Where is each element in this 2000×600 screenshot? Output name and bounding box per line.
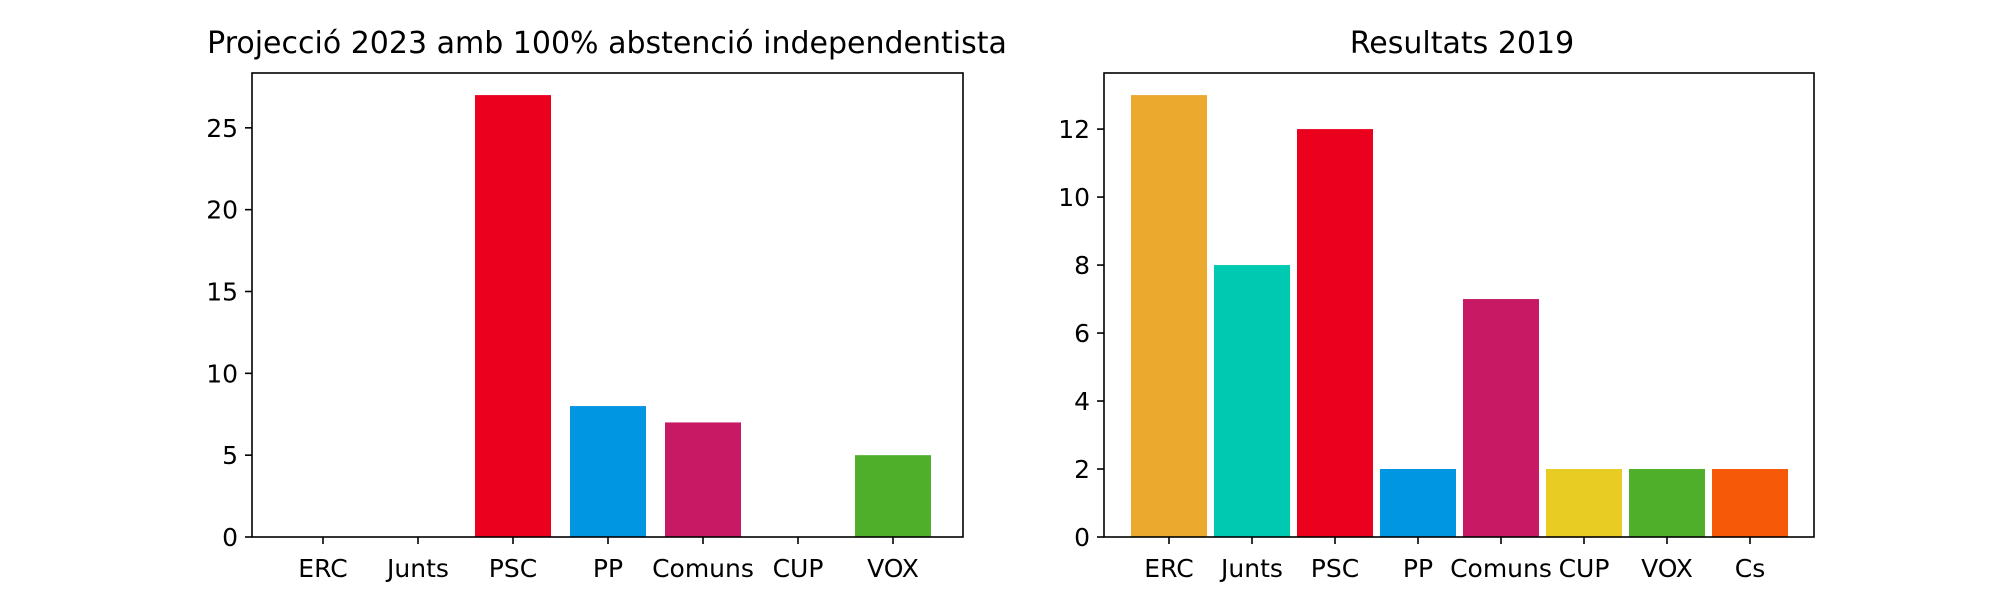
x-tick-label: Comuns	[1450, 554, 1552, 583]
x-tick-label: PSC	[489, 554, 537, 583]
bar-vox	[855, 455, 931, 537]
y-tick-label: 0	[1074, 523, 1090, 552]
bar-pp	[1380, 469, 1456, 537]
y-tick-label: 20	[206, 196, 238, 225]
y-tick-label: 12	[1058, 115, 1090, 144]
bar-vox	[1629, 469, 1705, 537]
x-tick-label: ERC	[298, 554, 347, 583]
y-tick-label: 25	[206, 114, 238, 143]
bar-psc	[475, 95, 551, 537]
y-tick-label: 6	[1074, 319, 1090, 348]
chart-title: Resultats 2019	[1350, 26, 1574, 61]
y-tick-label: 5	[222, 441, 238, 470]
y-tick-label: 10	[1058, 183, 1090, 212]
chart-title: Projecció 2023 amb 100% abstenció indepe…	[207, 26, 1007, 61]
y-tick-label: 0	[222, 523, 238, 552]
x-tick-label: CUP	[1559, 554, 1610, 583]
bar-comuns	[1463, 299, 1539, 537]
bar-psc	[1297, 129, 1373, 538]
y-tick-label: 15	[206, 277, 238, 306]
x-tick-label: Comuns	[652, 554, 754, 583]
y-tick-label: 4	[1074, 387, 1090, 416]
chart-resultats-2019: Resultats 2019 0 2 4 6 8 10 12 ERC Junts PSC PP Com…	[1058, 26, 1815, 583]
bar-cs	[1712, 469, 1788, 537]
bar-junts	[1214, 265, 1290, 537]
x-tick-label: CUP	[773, 554, 824, 583]
y-tick-label: 2	[1074, 455, 1090, 484]
x-tick-label: PSC	[1311, 554, 1359, 583]
bar-comuns	[665, 422, 741, 537]
x-tick-label: VOX	[867, 554, 919, 583]
x-tick-label: ERC	[1144, 554, 1193, 583]
x-tick-label: Junts	[385, 554, 449, 583]
x-tick-label: VOX	[1641, 554, 1693, 583]
x-tick-label: PP	[1403, 554, 1433, 583]
x-tick-label: PP	[593, 554, 623, 583]
bar-erc	[1131, 95, 1207, 537]
chart-projeccio-2023: Projecció 2023 amb 100% abstenció indepe…	[206, 26, 1007, 583]
x-tick-label: Cs	[1735, 554, 1765, 583]
y-tick-label: 10	[206, 359, 238, 388]
x-tick-label: Junts	[1219, 554, 1283, 583]
bar-pp	[570, 406, 646, 537]
axes-frame	[1103, 72, 1815, 538]
y-tick-label: 8	[1074, 251, 1090, 280]
bar-cup	[1546, 469, 1622, 537]
